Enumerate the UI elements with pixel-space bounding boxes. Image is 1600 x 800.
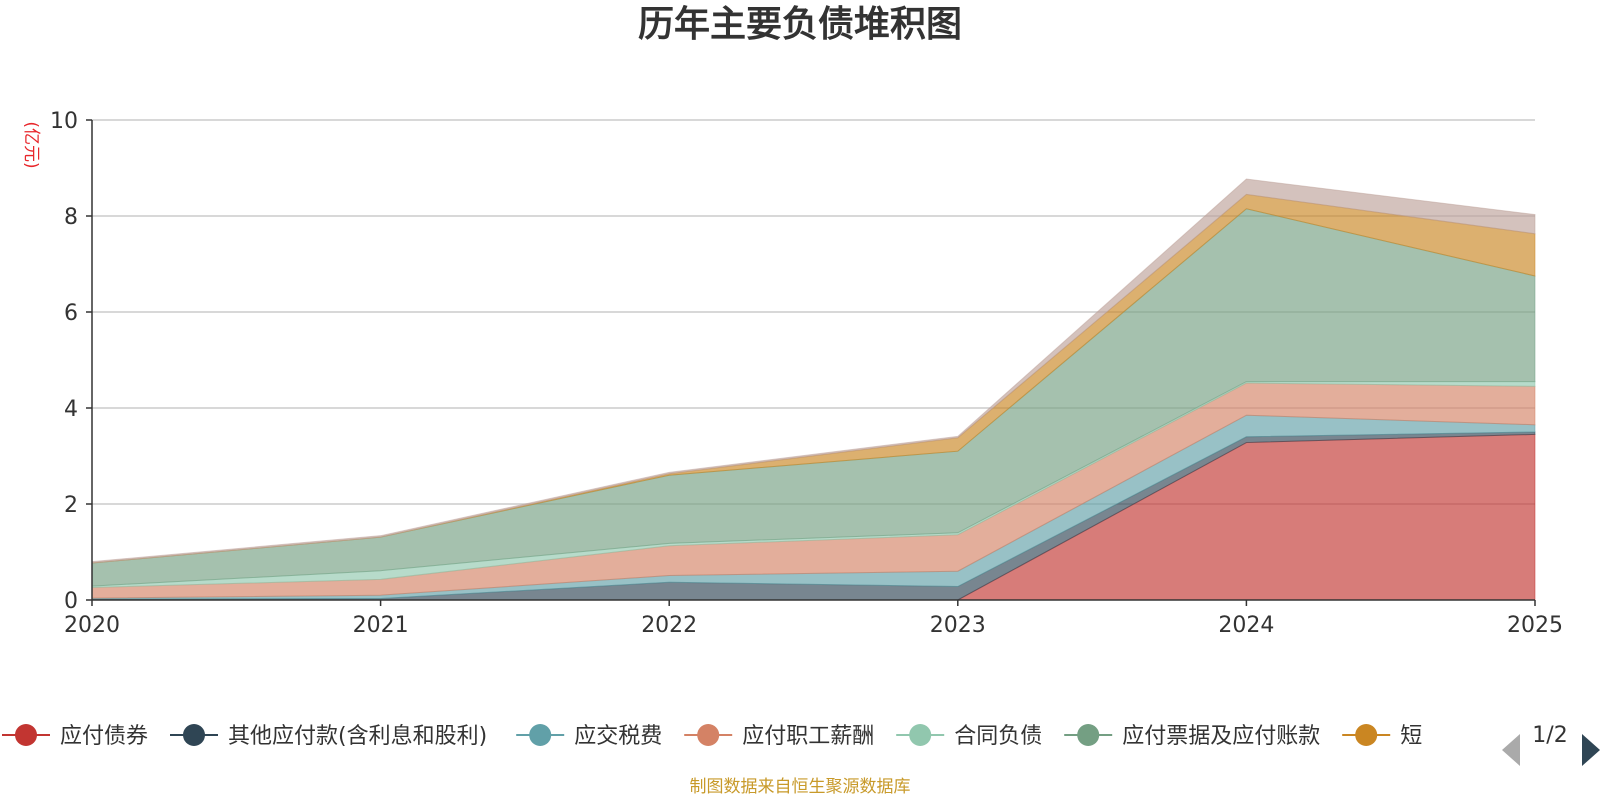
chart-title: 历年主要负债堆积图 xyxy=(638,4,962,45)
y-tick-label: 6 xyxy=(64,301,78,326)
x-tick-label: 2021 xyxy=(353,613,409,638)
area-series xyxy=(91,178,1536,601)
legend-label: 短 xyxy=(1400,724,1422,749)
legend-prev-icon[interactable] xyxy=(1502,734,1520,766)
x-tick-label: 2023 xyxy=(930,613,986,638)
legend-label: 应交税费 xyxy=(574,724,662,749)
legend-item[interactable]: 应付债券 xyxy=(2,724,148,749)
legend-marker xyxy=(183,724,205,746)
legend-label: 合同负债 xyxy=(954,724,1042,749)
y-axis-unit: (亿元) xyxy=(21,121,41,168)
legend-item[interactable]: 其他应付款(含利息和股利) xyxy=(170,724,487,749)
source-note: 制图数据来自恒生聚源数据库 xyxy=(690,777,911,797)
legend-item[interactable]: 应付票据及应付账款 xyxy=(1064,724,1320,749)
x-tick-label: 2024 xyxy=(1218,613,1274,638)
y-tick-label: 2 xyxy=(64,493,78,518)
x-tick-label: 2025 xyxy=(1507,613,1563,638)
y-tick-label: 4 xyxy=(64,397,78,422)
y-tick-label: 10 xyxy=(50,109,78,134)
area-其他[interactable] xyxy=(91,178,1536,564)
legend-label: 应付职工薪酬 xyxy=(742,724,874,749)
legend[interactable]: 应付债券 其他应付款(含利息和股利) 应交税费 应付职工薪酬 合同负债 应付票据及应付账款… xyxy=(2,724,1422,749)
legend-marker xyxy=(15,724,37,746)
y-tick-label: 0 xyxy=(64,589,78,614)
legend-marker xyxy=(1355,724,1378,746)
legend-items: 应付债券 其他应付款(含利息和股利) 应交税费 应付职工薪酬 合同负债 应付票据及应付账款… xyxy=(2,724,1422,749)
axes: 0 2 4 6 8 10 2020 2021 2022 2023 2024 2025 xyxy=(50,109,1563,638)
legend-label: 其他应付款(含利息和股利) xyxy=(228,724,487,749)
legend-item[interactable]: 应付职工薪酬 xyxy=(684,724,874,749)
legend-page-indicator: 1/2 xyxy=(1532,723,1567,748)
legend-item[interactable]: 应交税费 xyxy=(516,724,662,749)
x-tick-label: 2022 xyxy=(641,613,697,638)
legend-marker xyxy=(1077,724,1100,746)
legend-next-icon[interactable] xyxy=(1582,734,1600,766)
legend-marker xyxy=(697,724,720,746)
legend-marker xyxy=(529,724,552,746)
legend-label: 应付票据及应付账款 xyxy=(1122,724,1320,749)
x-tick-label: 2020 xyxy=(64,613,120,638)
legend-item[interactable]: 合同负债 xyxy=(896,724,1042,749)
legend-label: 应付债券 xyxy=(60,724,148,749)
legend-item[interactable]: 短 xyxy=(1342,724,1422,749)
legend-marker xyxy=(909,724,932,746)
y-tick-label: 8 xyxy=(64,205,78,230)
legend-pager[interactable]: 1/2 xyxy=(1502,723,1600,766)
